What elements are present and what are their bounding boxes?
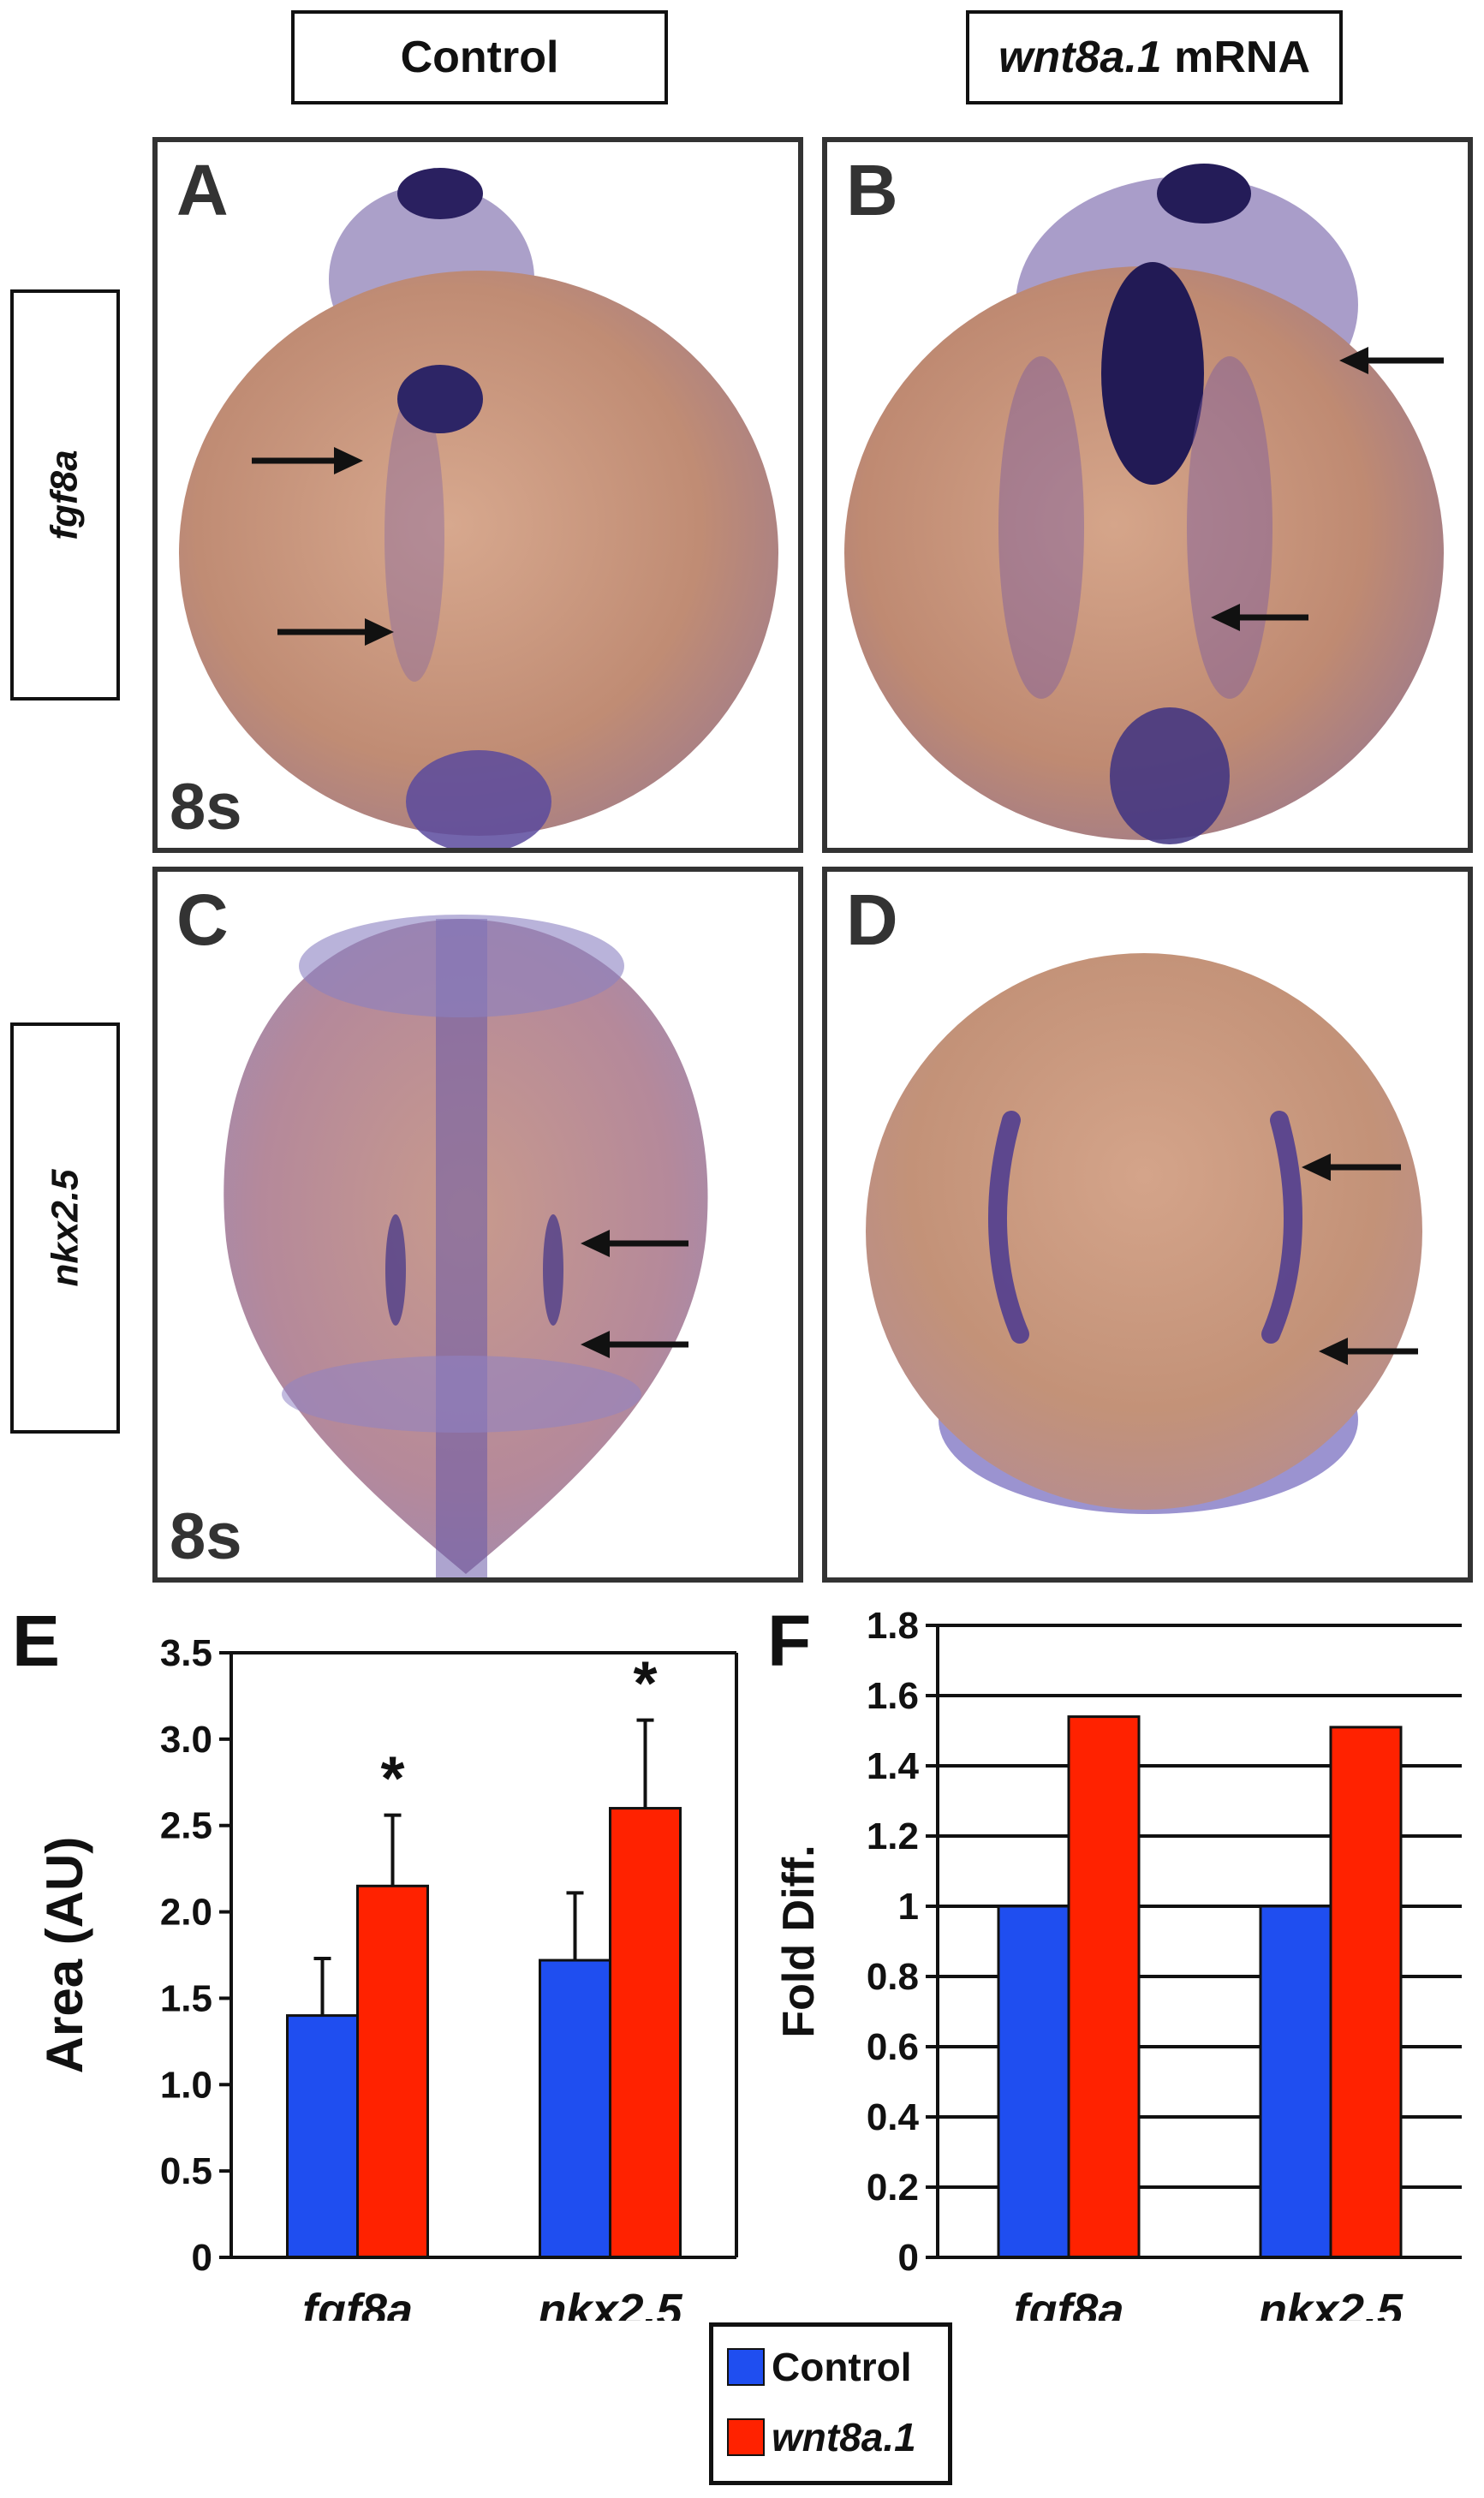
chart-e-bar-0-0 (286, 2014, 359, 2259)
embryo-c-illustration (223, 915, 708, 1577)
chart-f-bar-0-1 (1067, 1715, 1141, 2259)
legend-label-control: Control (772, 2345, 912, 2389)
chart-e-ytick-label-1: 0.5 (160, 2150, 212, 2192)
chart-f-y-axis-label: Fold Diff. (774, 1845, 824, 2037)
chart-e-ytick-label-2: 1.0 (160, 2064, 212, 2106)
panel-d-image: D (822, 867, 1473, 1583)
chart-e-ytick-label-6: 3.0 (160, 1719, 212, 1761)
panel-c-image: C 8s (152, 867, 803, 1583)
chart-f-ytick-label-2: 0.4 (867, 2096, 920, 2138)
column-header-control: Control (291, 10, 668, 104)
column-header-wnt8: wnt8a.1 mRNA (966, 10, 1343, 104)
embryo-b-illustration (844, 164, 1444, 844)
panel-b-image: B (822, 137, 1473, 853)
panel-a-label: A (176, 150, 229, 230)
chart-e-y-axis-label: Area (AU) (36, 1837, 93, 2074)
row-header-fgf8a: fgf8a (10, 289, 120, 701)
chart-f-bar-1-0 (1259, 1905, 1332, 2259)
chart-e-ytick-label-5: 2.5 (160, 1805, 212, 1847)
chart-f-ytick-label-6: 1.2 (867, 1815, 919, 1857)
chart-e-bar-1-1 (609, 1807, 682, 2259)
embryo-a-illustration (179, 168, 778, 848)
column-header-wnt8-suffix: mRNA (1161, 33, 1311, 82)
chart-e-ytick-label-3: 1.5 (160, 1977, 212, 2019)
chart-f-ytick-label-4: 0.8 (867, 1956, 919, 1998)
legend-swatch-control (727, 2348, 765, 2386)
panel-d-label: D (846, 879, 898, 960)
chart-e-bar-1-0 (539, 1958, 611, 2259)
chart-f-bar-1-1 (1329, 1726, 1403, 2259)
chart-f-ytick-label-9: 1.8 (867, 1610, 919, 1647)
chart-e-ytick-label-4: 2.0 (160, 1892, 212, 1934)
row-header-nkx25-text: nkx2.5 (44, 1169, 86, 1287)
panel-a-stage: 8s (170, 771, 242, 844)
chart-e-xtick-label-0: fgf8a (302, 2285, 413, 2321)
panel-a-image: A 8s (152, 137, 803, 853)
chart-e-ytick-label-7: 3.5 (160, 1632, 212, 1674)
legend-swatch-wnt8 (727, 2418, 765, 2456)
chart-e-xtick-label-1: nkx2.5 (538, 2285, 682, 2321)
legend-item-wnt8: wnt8a.1 (727, 2414, 916, 2460)
chart-e-significance-1: * (633, 1650, 657, 1719)
chart-f-ytick-label-3: 0.6 (867, 2026, 919, 2068)
panel-b-label: B (846, 150, 898, 230)
chart-f-ytick-label-5: 1 (898, 1886, 919, 1928)
chart-f-ytick-label-7: 1.4 (867, 1745, 920, 1787)
chart-f-bar-0-0 (997, 1905, 1070, 2259)
chart-f: 0 0.2 0.4 0.6 0.8 1 1.2 1.4 1.6 1.8 fgf8a nkx2.5 Fol… (774, 1610, 1462, 2321)
chart-e-bar-0-1 (356, 1884, 429, 2259)
row-header-nkx25: nkx2.5 (10, 1022, 120, 1434)
chart-e-label: E (12, 1601, 61, 1681)
chart-f-label: F (767, 1601, 812, 1681)
chart-f-ytick-label-8: 1.6 (867, 1675, 919, 1717)
panel-c-stage: 8s (170, 1500, 242, 1573)
legend-label-wnt8: wnt8a.1 (772, 2415, 916, 2459)
chart-e-significance-0: * (380, 1745, 404, 1814)
column-header-wnt8-gene: wnt8a.1 (998, 33, 1162, 82)
chart-f-xtick-label-0: fgf8a (1013, 2285, 1123, 2321)
chart-f-ytick-label-1: 0.2 (867, 2167, 919, 2209)
panel-c-label: C (176, 879, 229, 960)
chart-e: 0 0.5 1.0 1.5 2.0 2.5 3.0 3.5 * fgf8a * nkx2.5 Area … (36, 1632, 738, 2321)
chart-f-ytick-label-0: 0 (898, 2237, 919, 2279)
embryo-d-illustration (866, 953, 1422, 1514)
chart-e-ytick-label-0: 0 (192, 2237, 212, 2279)
row-header-fgf8a-text: fgf8a (44, 450, 86, 540)
legend-item-control: Control (727, 2344, 912, 2390)
chart-f-xtick-label-1: nkx2.5 (1259, 2285, 1404, 2321)
chart-legend: Control wnt8a.1 (709, 2322, 952, 2485)
column-header-control-text: Control (400, 33, 559, 82)
